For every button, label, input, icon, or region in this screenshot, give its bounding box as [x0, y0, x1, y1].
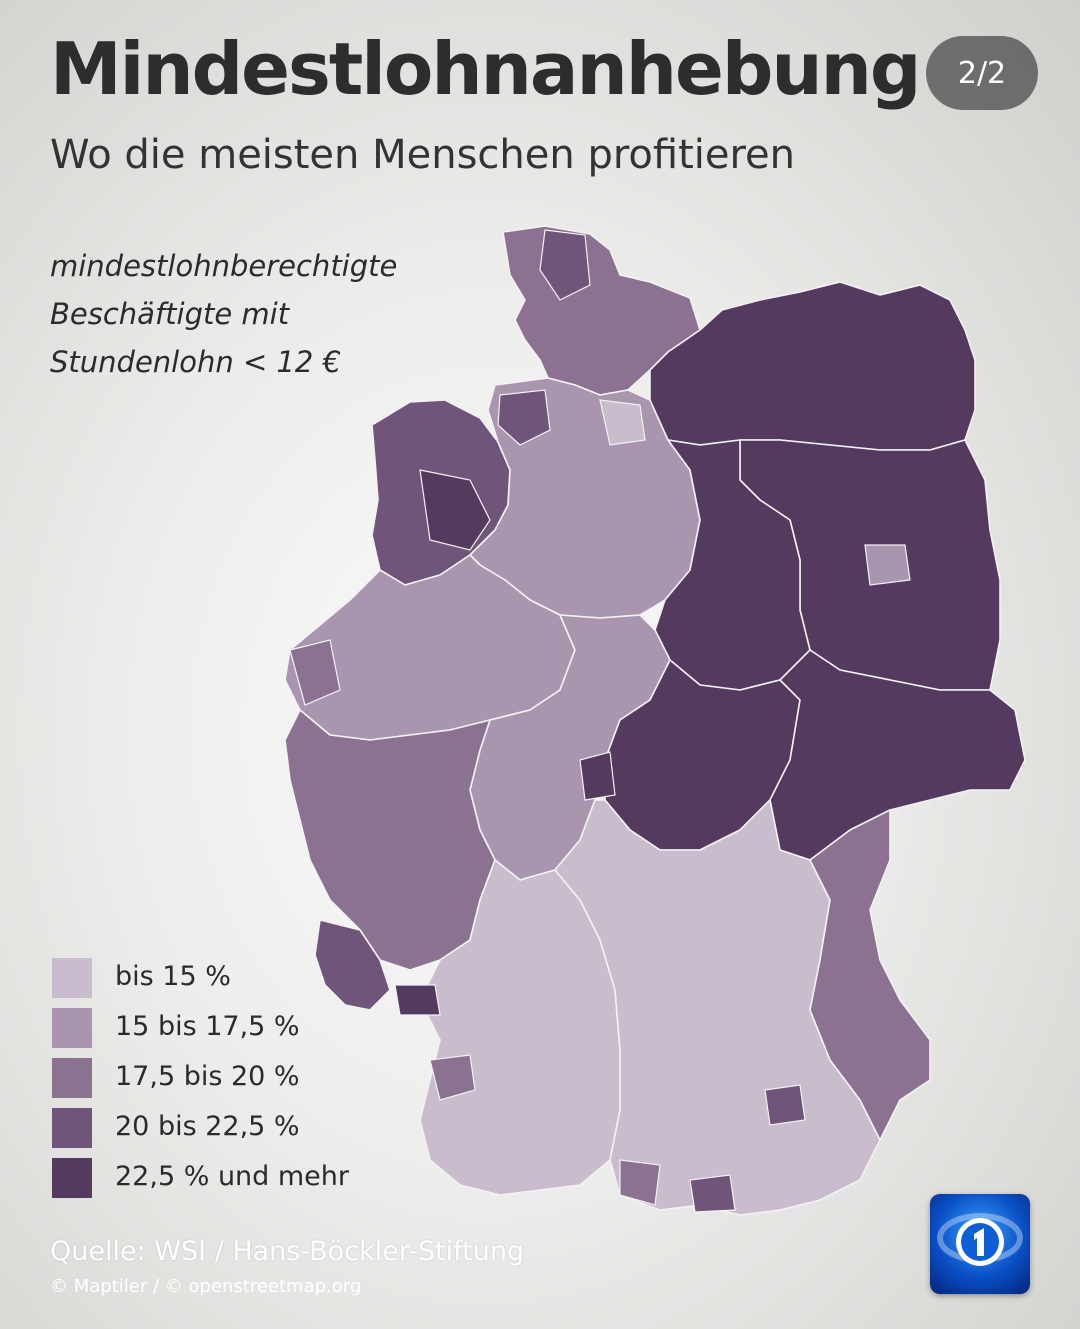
map-region [809, 809, 931, 1141]
ard-das-erste-logo [930, 1194, 1030, 1294]
map-caption: mindestlohnberechtigte Beschäftigte mit … [50, 242, 450, 386]
page-indicator[interactable]: 2/2 [926, 36, 1038, 110]
map-region-detail [419, 469, 491, 551]
source-note: Quelle: WSI / Hans-Böckler-Stiftung [50, 1236, 525, 1267]
map-region-detail [579, 751, 616, 801]
legend-label: 20 bis 22,5 % [115, 1111, 300, 1142]
map-region-detail [429, 1054, 476, 1101]
map-region-detail [394, 984, 441, 1016]
legend-swatch [52, 1158, 92, 1198]
map-region [284, 709, 496, 971]
legend-swatch [52, 958, 92, 998]
ard-das-erste-logo-icon [937, 1213, 1023, 1266]
legend-swatch [52, 1108, 92, 1148]
legend-label: 22,5 % und mehr [115, 1161, 350, 1192]
legend-label: 17,5 bis 20 % [115, 1061, 300, 1092]
map-region-detail [619, 1159, 661, 1206]
legend-label: bis 15 % [115, 961, 231, 992]
page-title: Mindestlohnanhebung [50, 27, 921, 111]
legend-swatch [52, 1008, 92, 1048]
map-region [649, 281, 976, 451]
map-region-detail [689, 1174, 736, 1213]
map-region-detail [599, 399, 646, 446]
legend-swatch [52, 1058, 92, 1098]
map-region-detail [864, 544, 911, 586]
caption-line: Beschäftigte mit [50, 297, 290, 331]
map-copyright: © Maptiler / © openstreetmap.org [50, 1276, 362, 1297]
legend-label: 15 bis 17,5 % [115, 1011, 300, 1042]
map-region [314, 919, 391, 1011]
caption-line: Stundenlohn < 12 € [50, 345, 342, 379]
page-subtitle: Wo die meisten Menschen profitieren [50, 132, 795, 178]
map-region-detail [289, 639, 341, 706]
map-region-detail [539, 229, 591, 301]
caption-line: mindestlohnberechtigte [50, 249, 398, 283]
map-region-detail [497, 389, 551, 446]
map-region-detail [764, 1084, 806, 1126]
